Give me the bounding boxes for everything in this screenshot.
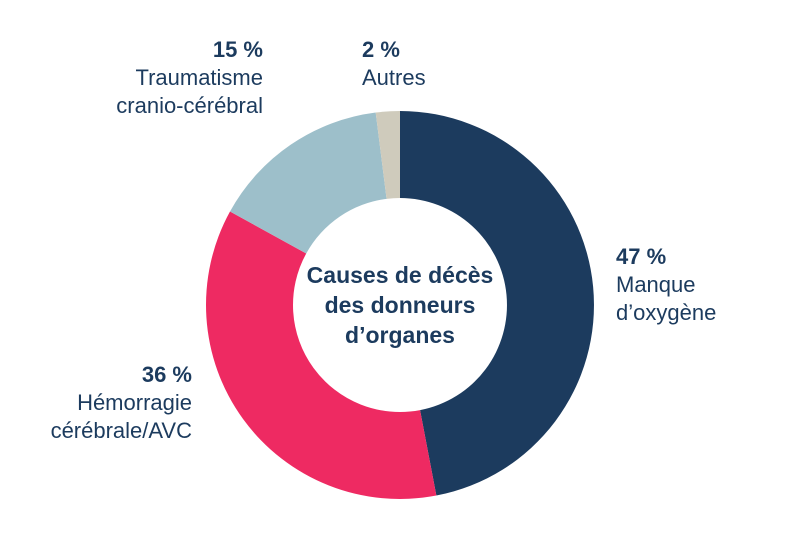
pct-traumatisme: 15 %	[212, 37, 263, 62]
pct-hemorragie-avc: 36 %	[141, 362, 192, 387]
pct-autres: 2 %	[362, 37, 400, 62]
label-manque-oxygene-line2: d’oxygène	[616, 300, 717, 325]
label-traumatisme-line2: cranio-cérébral	[116, 93, 263, 118]
label-autres: 2 % Autres	[362, 36, 426, 92]
label-manque-oxygene: 47 % Manque d’oxygène	[616, 243, 716, 327]
pie-slice-manque-d-oxygene	[400, 111, 594, 496]
pct-manque-oxygene: 47 %	[616, 244, 667, 269]
pie-slice-hemorragie-cerebrale-avc	[206, 211, 437, 499]
label-hemorragie-avc-line2: cérébrale/AVC	[50, 418, 192, 443]
label-traumatisme: 15 % Traumatisme cranio-cérébral	[116, 36, 263, 120]
label-hemorragie-avc: 36 % Hémorragie cérébrale/AVC	[51, 361, 192, 445]
pie-slice-autres	[375, 111, 400, 199]
donut-center-title-line1: Causes de décès	[306, 262, 494, 288]
label-autres-line1: Autres	[362, 65, 426, 90]
donut-center-title: Causes de décès des donneurs d’organes	[307, 260, 494, 350]
donut-center-title-line3: d’organes	[345, 322, 455, 348]
donut-center-title-line2: des donneurs	[324, 292, 476, 318]
label-manque-oxygene-line1: Manque	[616, 272, 696, 297]
pie-slice-traumatisme-cranio-cerebral	[230, 112, 387, 254]
label-traumatisme-line1: Traumatisme	[135, 65, 263, 90]
label-hemorragie-avc-line1: Hémorragie	[77, 390, 192, 415]
